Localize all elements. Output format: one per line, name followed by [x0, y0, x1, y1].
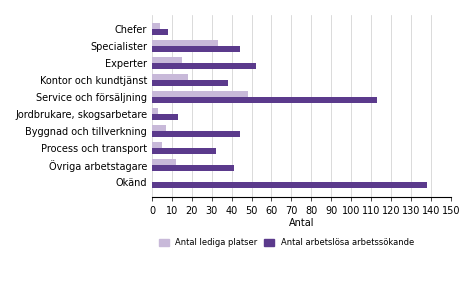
Bar [152, 40, 218, 46]
Bar [152, 23, 160, 29]
Bar [152, 74, 188, 80]
Bar [152, 182, 427, 188]
Bar [152, 97, 377, 103]
X-axis label: Antal: Antal [289, 218, 314, 229]
Bar [152, 80, 228, 86]
Bar [152, 125, 166, 131]
Bar [152, 114, 178, 120]
Bar [152, 165, 234, 171]
Bar [152, 46, 239, 52]
Legend: Antal lediga platser, Antal arbetslösa arbetssökande: Antal lediga platser, Antal arbetslösa a… [155, 235, 418, 251]
Bar [152, 108, 158, 114]
Bar [152, 160, 176, 165]
Bar [152, 131, 239, 137]
Bar [152, 91, 247, 97]
Bar [152, 29, 168, 35]
Bar [152, 63, 256, 69]
Bar [152, 148, 216, 154]
Bar [152, 57, 182, 63]
Bar [152, 142, 162, 148]
